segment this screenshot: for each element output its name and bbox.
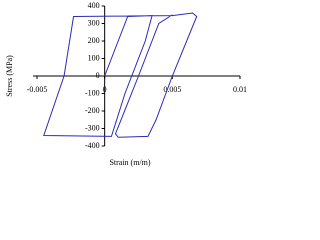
y-tick-label: -200 bbox=[85, 106, 100, 115]
page: {"chart_data": {"type": "line", "x_label… bbox=[4, 0, 247, 167]
y-tick-label: -400 bbox=[85, 141, 100, 150]
chart: Strain (m/m) Stress (MPa) -0.005 0 0.005 0.… bbox=[5, 1, 247, 167]
y-tick-label: -100 bbox=[85, 88, 100, 97]
y-tick-label: 200 bbox=[88, 36, 100, 45]
x-tick-label: 0 bbox=[103, 85, 107, 94]
y-axis-label: Stress (MPa) bbox=[5, 55, 14, 97]
y-tick-label: 400 bbox=[88, 1, 100, 10]
y-tick-label: -300 bbox=[85, 123, 100, 132]
data-line bbox=[43, 12, 198, 138]
x-tick-label: 0.005 bbox=[163, 85, 181, 94]
x-tick-label: 0.01 bbox=[233, 85, 247, 94]
x-tick-label: -0.005 bbox=[27, 85, 48, 94]
y-tick-label: 0 bbox=[96, 71, 100, 80]
y-tick-label: 100 bbox=[88, 53, 100, 62]
y-tick-label: 300 bbox=[88, 18, 100, 27]
x-axis-label: Strain (m/m) bbox=[109, 158, 150, 167]
